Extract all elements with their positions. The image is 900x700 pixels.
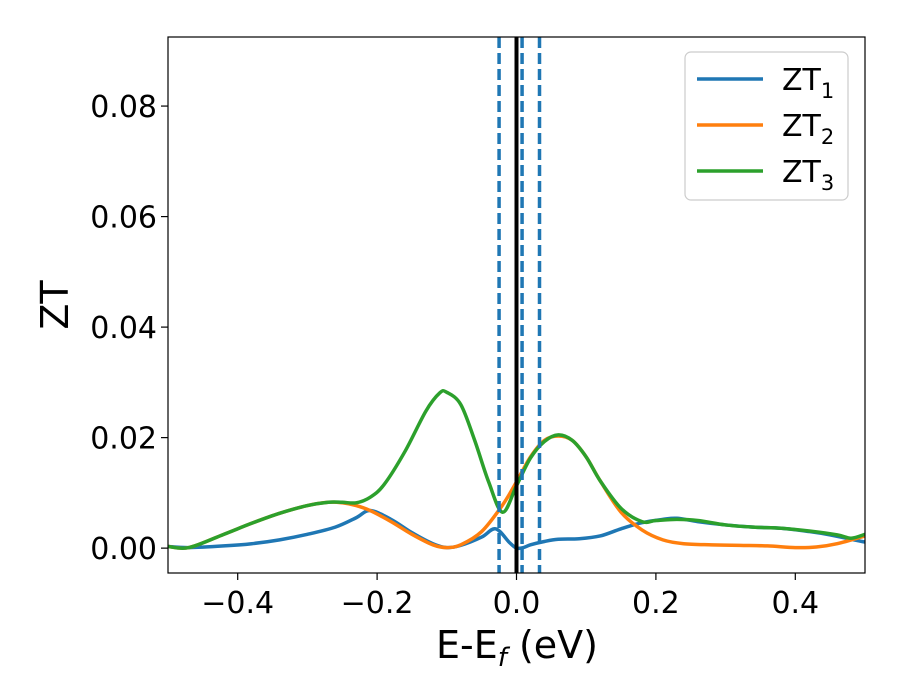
y-tick-label: 0.04 — [90, 311, 157, 346]
vertical-lines-layer — [497, 37, 542, 573]
x-axis-title: E-Ef (eV) — [436, 623, 598, 673]
x-axis-title-unit: (eV) — [507, 623, 598, 667]
x-tick-label: −0.2 — [341, 586, 414, 621]
legend-label-zt3: ZT3 — [782, 155, 834, 195]
x-ticks: −0.4 −0.2 0.0 0.2 0.4 — [201, 573, 819, 621]
x-tick-label: −0.4 — [201, 586, 274, 621]
legend-label-zt2: ZT2 — [782, 109, 834, 149]
legend-items: ZT1 ZT2 ZT3 — [697, 63, 834, 195]
x-tick-label: 0.0 — [493, 586, 541, 621]
x-tick-label: 0.4 — [771, 586, 819, 621]
y-tick-label: 0.06 — [90, 201, 157, 236]
y-tick-label: 0.00 — [90, 532, 157, 567]
legend-box — [684, 51, 849, 201]
y-tick-label: 0.02 — [90, 422, 157, 457]
y-tick-label: 0.08 — [90, 90, 157, 125]
y-axis-title: ZT — [33, 280, 77, 330]
legend: ZT1 ZT2 ZT3 — [684, 51, 849, 201]
series-line-zt3 — [168, 388, 865, 551]
legend-label-zt1: ZT1 — [782, 63, 834, 103]
y-ticks: 0.00 0.02 0.04 0.06 0.08 — [90, 90, 168, 567]
x-tick-label: 0.2 — [632, 586, 680, 621]
